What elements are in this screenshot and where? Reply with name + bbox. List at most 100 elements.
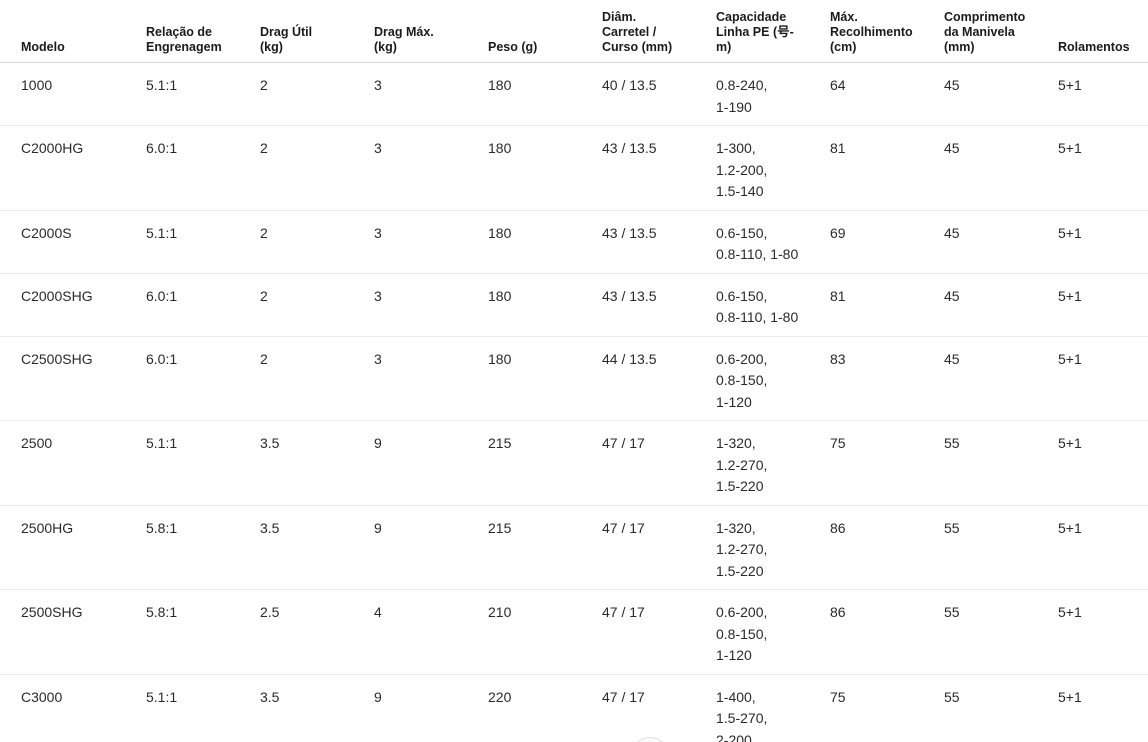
cell-gear_ratio: 5.8:1 (146, 589, 260, 675)
column-header-model: Modelo (0, 0, 146, 63)
cell-drag_max: 4 (374, 589, 488, 675)
cell-bearings: 5+1 (1058, 505, 1148, 590)
cell-drag_util: 2 (260, 336, 374, 421)
cell-weight: 180 (488, 62, 602, 126)
cell-gear_ratio: 5.8:1 (146, 505, 260, 590)
cell-drag_max: 3 (374, 336, 488, 421)
cell-gear_ratio: 5.1:1 (146, 210, 260, 274)
table-row-2500: 2500 5.1:1 3.5 9 215 47 / 17 1-320, 1.2-270, 1… (0, 420, 1148, 506)
cell-model: C2000HG (0, 125, 146, 211)
column-header-handle: Comprimento da Manivela (mm) (944, 0, 1058, 63)
cell-weight: 220 (488, 688, 512, 705)
column-header-gear_ratio: Relação de Engrenagem (146, 0, 260, 63)
cell-handle: 55 (944, 589, 1058, 675)
cell-retrieve: 86 (830, 589, 944, 675)
cell-model: 1000 (0, 62, 146, 126)
cell-drag_util: 2.5 (260, 589, 374, 675)
cell-retrieve: 83 (830, 336, 944, 421)
cell-weight: 215 (488, 505, 602, 590)
column-header-spool: Diâm. Carretel / Curso (mm) (602, 0, 716, 63)
cell-bearings: 5+1 (1058, 125, 1148, 211)
cell-gear_ratio: 6.0:1 (146, 125, 260, 211)
cell-retrieve: 69 (830, 210, 944, 274)
cell-handle: 55 (944, 420, 1058, 506)
column-header-bearings: Rolamentos (1058, 0, 1148, 63)
cell-handle: 45 (944, 210, 1058, 274)
cell-drag_util: 2 (260, 210, 374, 274)
cell-bearings: 5+1 (1058, 210, 1148, 274)
cell-retrieve: 75 (830, 688, 846, 705)
cell-drag_util: 3.5 (260, 688, 280, 705)
cell-drag_max: 3 (374, 62, 488, 126)
cell-model: C2000SHG (0, 273, 146, 337)
cell-pe_capacity: 1-320, 1.2-270, 1.5-220 (716, 505, 830, 590)
cell-pe_capacity: 1-320, 1.2-270, 1.5-220 (716, 420, 830, 506)
cell-drag_util: 3.5 (260, 420, 374, 506)
cell-gear_ratio: 6.0:1 (146, 273, 260, 337)
cell-spool: 40 / 13.5 (602, 62, 716, 126)
cell-spool: 47 / 17 (602, 505, 716, 590)
cell-bearings: 5+1 (1058, 62, 1148, 126)
cell-pe_capacity: 0.6-200, 0.8-150, 1-120 (716, 589, 830, 675)
cell-bearings: 5+1 (1058, 273, 1148, 337)
cell-drag_util: 2 (260, 273, 374, 337)
cell-pe_capacity: 0.6-150, 0.8-110, 1-80 (716, 273, 830, 337)
cell-drag_util: 2 (260, 125, 374, 211)
cell-gear_ratio: 5.1:1 (146, 688, 178, 705)
table-row-2500HG: 2500HG 5.8:1 3.5 9 215 47 / 17 1-320, 1.2-270,… (0, 505, 1148, 590)
cell-bearings: 5+1 (1058, 420, 1148, 506)
cell-spool: 47 / 17 (602, 420, 716, 506)
cell-model: 2500HG (0, 505, 146, 590)
cell-handle: 45 (944, 336, 1058, 421)
table-row-C2000SHG: C2000SHG 6.0:1 2 3 180 43 / 13.5 0.6-150, 0.8-… (0, 273, 1148, 337)
cell-spool: 47 / 17 (602, 688, 645, 705)
cell-spool: 44 / 13.5 (602, 336, 716, 421)
cell-handle: 45 (944, 125, 1058, 211)
cell-drag_max: 9 (374, 420, 488, 506)
cell-drag_util: 3.5 (260, 505, 374, 590)
column-header-drag_util: Drag Útil (kg) (260, 0, 374, 63)
cell-retrieve: 86 (830, 505, 944, 590)
table-row-C2000S: C2000S 5.1:1 2 3 180 43 / 13.5 0.6-150, 0.8-11… (0, 210, 1148, 274)
cell-bearings: 5+1 (1058, 589, 1148, 675)
column-header-drag_max: Drag Máx. (kg) (374, 0, 488, 63)
cell-pe_capacity: 1-300, 1.2-200, 1.5-140 (716, 125, 830, 211)
table-row-C2500SHG: C2500SHG 6.0:1 2 3 180 44 / 13.5 0.6-200, 0.8-… (0, 336, 1148, 421)
table-row-C3000: C3000 5.1:1 3.5 9 220 47 / 17 1-400, 1.5-270, … (0, 674, 1148, 742)
cell-drag_max: 3 (374, 273, 488, 337)
cell-bearings: 5+1 (1058, 688, 1082, 705)
cell-gear_ratio: 6.0:1 (146, 336, 260, 421)
cell-weight: 210 (488, 589, 602, 675)
cell-model: C3000 (21, 688, 63, 705)
cell-drag_util: 2 (260, 62, 374, 126)
table-row-2500SHG: 2500SHG 5.8:1 2.5 4 210 47 / 17 0.6-200, 0.8-1… (0, 589, 1148, 675)
cell-model: 2500SHG (0, 589, 146, 675)
cell-weight: 180 (488, 273, 602, 337)
cell-pe_capacity: 1-400, 1.5-270, 2-200 (716, 688, 768, 742)
cell-handle: 55 (944, 505, 1058, 590)
cell-pe_capacity: 0.6-150, 0.8-110, 1-80 (716, 210, 830, 274)
cell-retrieve: 81 (830, 273, 944, 337)
cell-spool: 43 / 13.5 (602, 125, 716, 211)
table-header-row: Modelo Relação de Engrenagem Drag Útil (kg… (0, 0, 1148, 63)
cell-weight: 180 (488, 336, 602, 421)
cell-model: 2500 (0, 420, 146, 506)
cell-handle: 45 (944, 62, 1058, 126)
cell-handle: 55 (944, 688, 960, 705)
cell-model: C2000S (0, 210, 146, 274)
cell-pe_capacity: 0.6-200, 0.8-150, 1-120 (716, 336, 830, 421)
table-row-1000: 1000 5.1:1 2 3 180 40 / 13.5 0.8-240, 1-190 64 4… (0, 62, 1148, 126)
cell-drag_max: 9 (374, 505, 488, 590)
cell-spool: 43 / 13.5 (602, 273, 716, 337)
cell-handle: 45 (944, 273, 1058, 337)
cell-drag_max: 3 (374, 125, 488, 211)
table-row-C2000HG: C2000HG 6.0:1 2 3 180 43 / 13.5 1-300, 1.2-200… (0, 125, 1148, 211)
cell-weight: 215 (488, 420, 602, 506)
column-header-weight: Peso (g) (488, 0, 602, 63)
cell-retrieve: 81 (830, 125, 944, 211)
cell-gear_ratio: 5.1:1 (146, 62, 260, 126)
cell-gear_ratio: 5.1:1 (146, 420, 260, 506)
column-header-pe_capacity: Capacidade Linha PE (号- m) (716, 0, 830, 63)
